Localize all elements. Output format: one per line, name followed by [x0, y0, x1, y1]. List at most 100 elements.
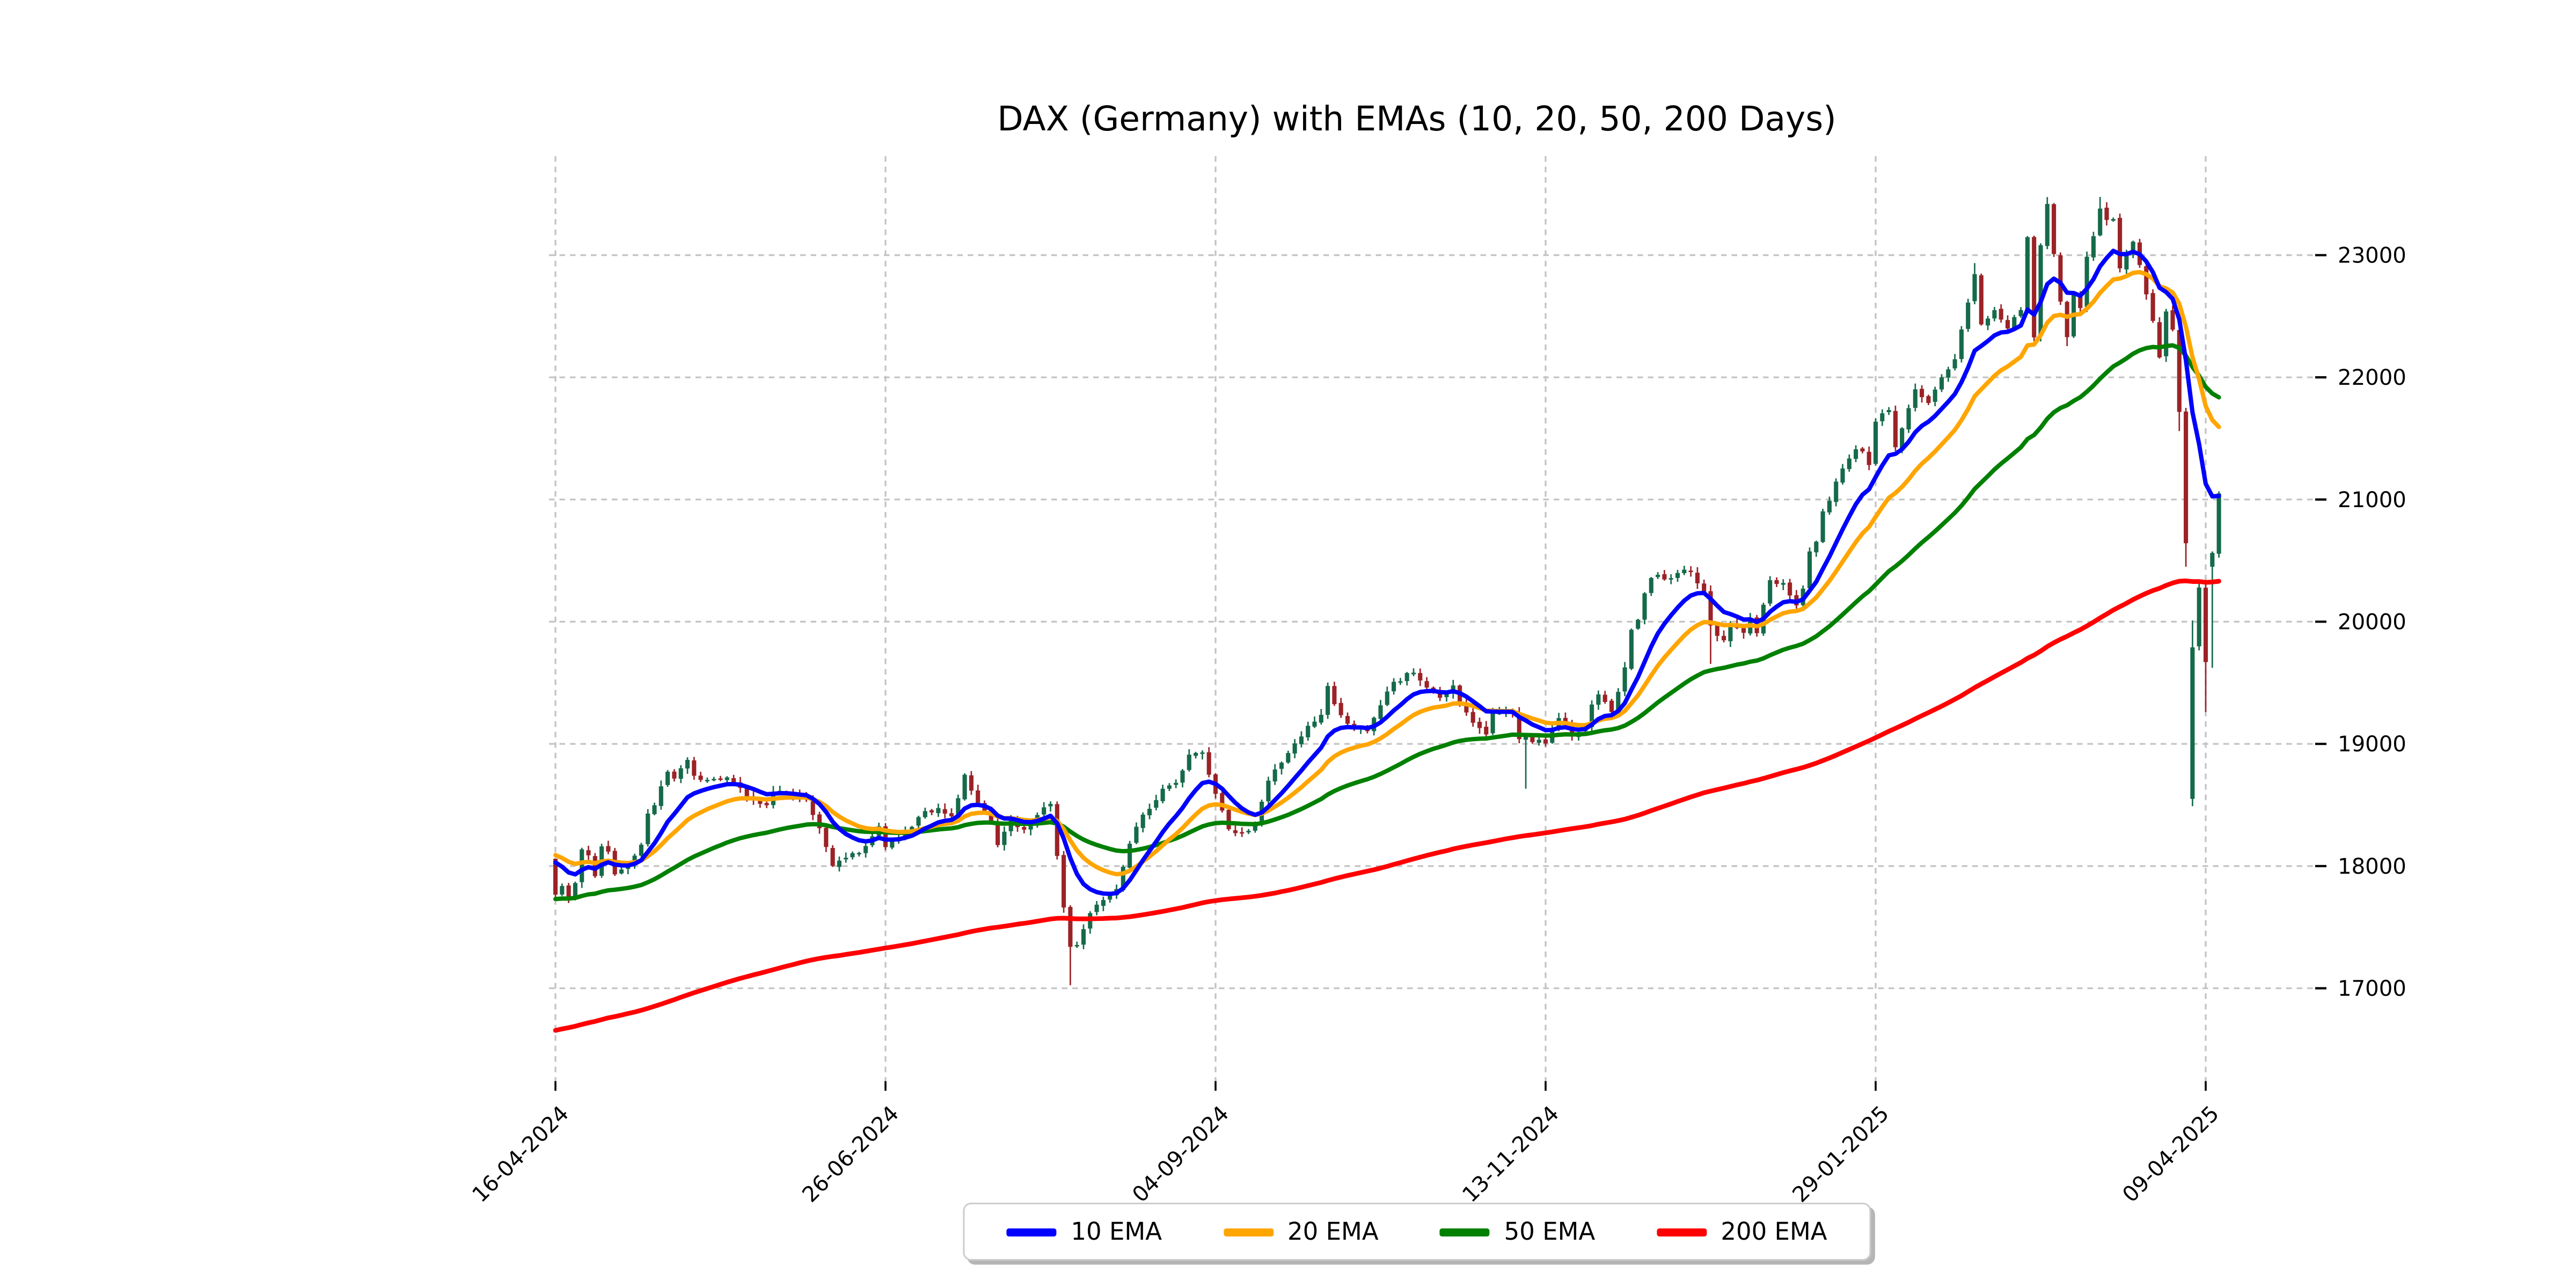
candle-down	[1715, 625, 1719, 636]
candle-up	[1187, 755, 1191, 770]
candle-down	[698, 775, 703, 780]
candle-up	[1404, 673, 1409, 682]
candle-up	[652, 805, 657, 815]
candle-down	[883, 826, 888, 847]
candle-up	[1906, 408, 1911, 430]
ema-line-20	[553, 269, 2221, 877]
candle-down	[1893, 411, 1898, 448]
candle-up	[1946, 369, 1951, 378]
candle-up	[1042, 807, 1046, 815]
candle-up	[665, 772, 670, 785]
candle-down	[1602, 694, 1607, 702]
candle-up	[1913, 389, 1918, 408]
candle-down	[2203, 588, 2208, 662]
candle-down	[1022, 826, 1027, 830]
candle-down	[2032, 237, 2037, 338]
candle-up	[1992, 310, 1997, 319]
candle-up	[1108, 895, 1113, 900]
legend-label: 200 EMA	[1721, 1217, 1827, 1246]
candle-down	[2078, 295, 2083, 309]
ema20-line-swatch-icon	[1223, 1227, 1274, 1236]
legend-label: 20 EMA	[1287, 1217, 1379, 1246]
candle-up	[1622, 667, 1627, 692]
candle-up	[1834, 481, 1839, 502]
candle-up	[2164, 311, 2169, 356]
candle-up	[1536, 740, 1541, 743]
candle-down	[1860, 448, 1865, 452]
candle-up	[1160, 788, 1165, 801]
candle-up	[1272, 769, 1277, 782]
candle-up	[1002, 831, 1007, 845]
candle-down	[1999, 309, 2003, 320]
candle-down	[606, 846, 611, 852]
candle-down	[718, 778, 723, 780]
candle-up	[1675, 573, 1680, 578]
candle-up	[1312, 721, 1317, 727]
candle-down	[758, 800, 763, 804]
candle-up	[2131, 241, 2135, 253]
candle-up	[850, 853, 855, 858]
candle-down	[996, 821, 1000, 845]
candle-down	[1788, 582, 1792, 596]
candle-up	[2111, 219, 2116, 221]
candle-up	[1326, 686, 1330, 715]
candle-down	[989, 810, 993, 823]
candle-down	[1543, 739, 1548, 744]
legend-label: 10 EMA	[1071, 1217, 1162, 1246]
candle-down	[942, 809, 947, 814]
candle-up	[1081, 929, 1086, 945]
candle-up	[2012, 317, 2017, 328]
x-axis-tick-label: 29-01-2025	[1788, 1101, 1894, 1208]
candle-down	[1233, 830, 1238, 833]
candle-up	[1682, 569, 1687, 574]
candle-down	[2177, 330, 2182, 412]
candle-down	[1688, 570, 1693, 573]
candle-down	[930, 810, 934, 813]
candle-down	[764, 803, 769, 806]
candle-down	[1708, 591, 1713, 626]
candle-down	[1774, 580, 1779, 584]
legend: 10 EMA 20 EMA 50 EMA 200 EMA	[963, 1203, 1871, 1261]
candle-up	[1128, 844, 1132, 868]
ema-line-50	[553, 343, 2221, 902]
y-axis-tick-label: 20000	[2338, 610, 2406, 635]
candle-down	[2157, 322, 2162, 357]
candle-up	[1524, 737, 1528, 740]
candle-up	[1781, 583, 1785, 585]
candle-up	[1728, 624, 1733, 641]
candle-down	[2058, 255, 2063, 302]
candle-up	[685, 759, 690, 769]
candle-down	[1979, 275, 1984, 325]
candle-down	[592, 856, 597, 876]
candle-up	[2197, 587, 2201, 647]
candle-up	[1827, 501, 1832, 513]
candle-up	[1174, 782, 1179, 785]
x-axis-tick-label: 09-04-2025	[2118, 1101, 2224, 1208]
candle-up	[705, 780, 709, 781]
candle-down	[1206, 752, 1211, 775]
candle-up	[844, 858, 848, 860]
candle-up	[1319, 714, 1323, 723]
candle-up	[1074, 945, 1079, 947]
candle-up	[1616, 692, 1621, 712]
candle-down	[1477, 722, 1482, 728]
candle-up	[1959, 329, 1964, 359]
candle-up	[573, 883, 577, 897]
candle-up	[863, 846, 868, 853]
candle-down	[1464, 702, 1469, 713]
candle-up	[936, 808, 941, 814]
y-axis-tick-label: 22000	[2338, 365, 2406, 390]
x-axis-tick-label: 16-04-2024	[467, 1101, 574, 1208]
ema10-line-swatch-icon	[1006, 1227, 1057, 1236]
candle-up	[1807, 551, 1812, 588]
candle-up	[1411, 672, 1416, 675]
candle-down	[976, 790, 980, 803]
candle-up	[619, 869, 624, 874]
candle-down	[1926, 396, 1931, 403]
candle-up	[580, 849, 584, 882]
candle-down	[2052, 204, 2057, 254]
candle-up	[923, 811, 927, 817]
candle-down	[1055, 804, 1059, 856]
candle-up	[1880, 413, 1885, 421]
